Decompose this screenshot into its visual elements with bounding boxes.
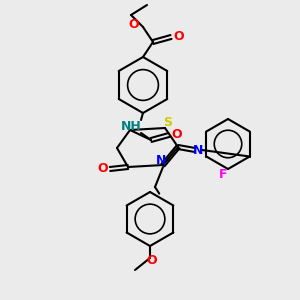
- Text: O: O: [171, 128, 181, 142]
- Text: F: F: [219, 167, 227, 181]
- Text: O: O: [173, 31, 184, 44]
- Text: S: S: [164, 116, 172, 130]
- Text: O: O: [98, 163, 108, 176]
- Text: O: O: [147, 254, 157, 266]
- Text: O: O: [129, 19, 139, 32]
- Text: N: N: [193, 143, 203, 157]
- Text: N: N: [156, 154, 166, 166]
- Text: NH: NH: [121, 121, 141, 134]
